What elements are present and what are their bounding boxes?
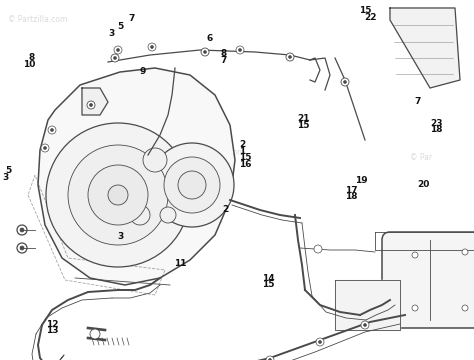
Circle shape: [41, 144, 49, 152]
Circle shape: [341, 78, 349, 86]
Text: 21: 21: [297, 114, 310, 123]
Text: 9: 9: [140, 67, 146, 76]
Circle shape: [268, 359, 272, 360]
Text: © Partzilla.com: © Partzilla.com: [8, 15, 67, 24]
Circle shape: [114, 46, 122, 54]
Circle shape: [201, 48, 209, 56]
Polygon shape: [335, 280, 400, 330]
Circle shape: [111, 54, 119, 62]
Circle shape: [46, 123, 190, 267]
Text: 12: 12: [46, 320, 59, 329]
Circle shape: [90, 329, 100, 339]
Text: 2: 2: [222, 205, 228, 214]
Text: 2: 2: [239, 140, 246, 149]
Circle shape: [462, 249, 468, 255]
Circle shape: [48, 126, 56, 134]
Text: 3: 3: [108, 29, 114, 38]
Text: 5: 5: [6, 166, 12, 175]
Text: 15: 15: [297, 121, 310, 130]
Circle shape: [143, 148, 167, 172]
Circle shape: [17, 243, 27, 253]
Text: 15: 15: [359, 6, 372, 15]
Circle shape: [364, 324, 366, 327]
Text: 1: 1: [239, 147, 246, 156]
Text: 8: 8: [28, 53, 35, 62]
Text: 6: 6: [206, 34, 212, 43]
FancyBboxPatch shape: [382, 232, 474, 328]
Circle shape: [117, 49, 119, 51]
Text: 22: 22: [364, 13, 376, 22]
Circle shape: [236, 46, 244, 54]
Text: 15: 15: [239, 153, 252, 162]
Circle shape: [160, 207, 176, 223]
Circle shape: [151, 45, 154, 49]
Circle shape: [51, 129, 54, 131]
Text: 7: 7: [415, 97, 421, 106]
Circle shape: [148, 43, 156, 51]
Circle shape: [344, 81, 346, 84]
Text: © Par: © Par: [410, 153, 432, 162]
Text: 7: 7: [220, 56, 227, 65]
Text: 10: 10: [23, 60, 35, 69]
Text: 13: 13: [46, 326, 59, 335]
Circle shape: [20, 228, 24, 232]
Text: © Partzilla.com: © Partzilla.com: [185, 148, 245, 157]
Circle shape: [361, 321, 369, 329]
Circle shape: [44, 147, 46, 149]
Circle shape: [130, 205, 150, 225]
Circle shape: [88, 165, 148, 225]
Text: 7: 7: [128, 14, 134, 23]
Text: 19: 19: [355, 176, 367, 185]
Circle shape: [286, 53, 294, 61]
Circle shape: [316, 338, 324, 346]
Circle shape: [319, 341, 321, 343]
PathPatch shape: [38, 68, 235, 285]
Circle shape: [108, 185, 128, 205]
Text: 3: 3: [118, 232, 124, 241]
Circle shape: [164, 157, 220, 213]
Circle shape: [412, 305, 418, 311]
Text: 23: 23: [430, 119, 443, 128]
Text: 18: 18: [345, 192, 357, 201]
Circle shape: [238, 49, 241, 51]
Circle shape: [87, 101, 95, 109]
Text: 15: 15: [262, 280, 274, 289]
Text: 11: 11: [174, 259, 187, 268]
Text: © Par: © Par: [395, 303, 417, 312]
Circle shape: [314, 245, 322, 253]
Circle shape: [113, 57, 117, 59]
Polygon shape: [390, 8, 460, 88]
Circle shape: [150, 143, 234, 227]
Circle shape: [203, 50, 207, 54]
Text: 5: 5: [118, 22, 124, 31]
Text: 8: 8: [220, 49, 227, 58]
Text: 20: 20: [417, 180, 429, 189]
Text: 17: 17: [345, 186, 358, 195]
Circle shape: [412, 252, 418, 258]
Polygon shape: [82, 88, 108, 115]
Circle shape: [68, 145, 168, 245]
Text: 16: 16: [239, 160, 252, 169]
Circle shape: [20, 246, 24, 250]
Circle shape: [462, 305, 468, 311]
Text: 3: 3: [3, 173, 9, 182]
Circle shape: [289, 55, 292, 59]
Circle shape: [178, 171, 206, 199]
Circle shape: [266, 356, 274, 360]
Circle shape: [17, 225, 27, 235]
Text: 18: 18: [430, 125, 443, 134]
Circle shape: [90, 104, 92, 107]
Text: 14: 14: [262, 274, 274, 283]
